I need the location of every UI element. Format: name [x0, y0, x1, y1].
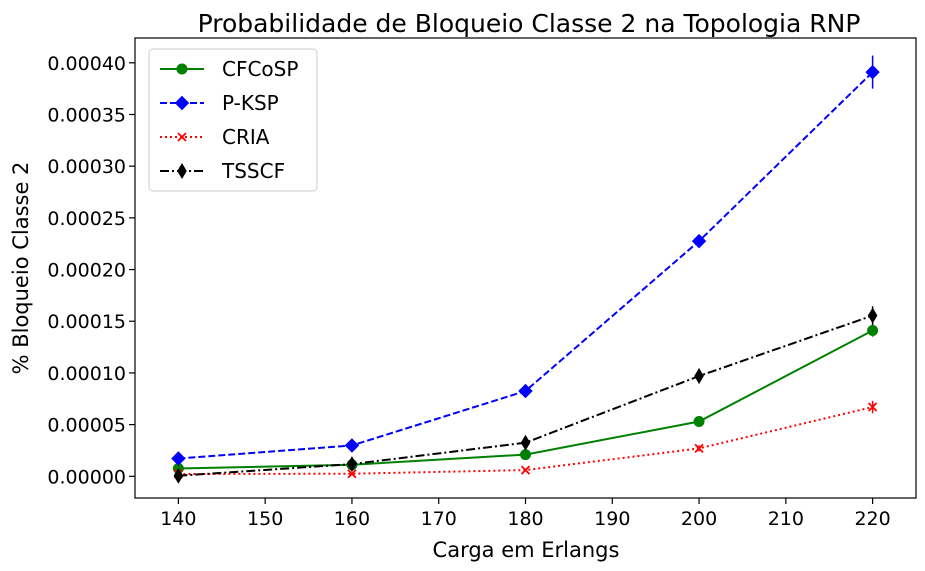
data-point-tsscf [173, 467, 184, 484]
y-tick-label: 0.00000 [47, 466, 126, 488]
y-tick-label: 0.00035 [47, 104, 126, 126]
y-tick-label: 0.00015 [47, 311, 126, 333]
x-tick-label: 160 [334, 508, 370, 530]
series-cria [173, 400, 878, 479]
x-tick-label: 180 [507, 508, 543, 530]
data-point-tsscf [867, 307, 878, 324]
x-tick-label: 150 [247, 508, 283, 530]
axis-ticks: 140 150 160 170 180 190 200 210 220 0.00000 0.0000… [47, 53, 890, 530]
data-point-cfcosp [867, 325, 879, 337]
y-tick-label: 0.00030 [47, 156, 126, 178]
y-tick-label: 0.00040 [47, 53, 126, 75]
data-point-cfcosp [693, 416, 705, 428]
y-tick-label: 0.00025 [47, 208, 126, 230]
legend-label-tsscf: TSSCF [221, 159, 285, 183]
x-tick-label: 190 [594, 508, 630, 530]
series-line-cria [178, 406, 873, 476]
legend-marker-p-ksp [174, 95, 190, 111]
data-point-tsscf [347, 456, 357, 473]
y-tick-label: 0.00005 [47, 415, 126, 437]
x-tick-label: 140 [160, 508, 196, 530]
plot-area [171, 55, 880, 484]
y-axis-label: % Bloqueio Classe 2 [9, 162, 33, 375]
chart-title: Probabilidade de Bloqueio Classe 2 na To… [198, 9, 861, 38]
data-point-tsscf [520, 434, 531, 451]
data-point-p-ksp [171, 451, 186, 466]
legend-box [148, 48, 318, 192]
legend-marker-cfcosp [176, 63, 188, 75]
data-point-cfcosp [520, 449, 531, 461]
y-tick-label: 0.00010 [47, 363, 126, 385]
data-point-cria [694, 443, 704, 454]
data-point-p-ksp [344, 438, 360, 453]
data-point-cria [347, 469, 357, 479]
x-axis-label: Carga em Erlangs [433, 538, 620, 562]
legend-marker-tsscf [177, 163, 187, 179]
series-tsscf [173, 306, 878, 484]
data-point-tsscf [694, 368, 704, 384]
legend: CFCoSP P-KSP CRIA TSSCF [148, 48, 318, 192]
legend-label-p-ksp: P-KSP [222, 91, 279, 115]
y-tick-label: 0.00020 [47, 260, 126, 282]
data-point-p-ksp [518, 383, 533, 399]
x-tick-label: 210 [768, 508, 804, 530]
x-tick-label: 170 [421, 508, 457, 530]
legend-marker-cria [177, 132, 187, 142]
data-point-p-ksp [691, 233, 707, 249]
x-tick-label: 220 [854, 508, 890, 530]
legend-label-cfcosp: CFCoSP [222, 57, 298, 81]
data-point-cria [867, 402, 878, 412]
x-tick-label: 200 [681, 508, 717, 530]
legend-label-cria: CRIA [222, 125, 270, 149]
data-point-cria [520, 465, 531, 475]
series-p-ksp [171, 55, 880, 466]
data-point-p-ksp [865, 64, 880, 80]
